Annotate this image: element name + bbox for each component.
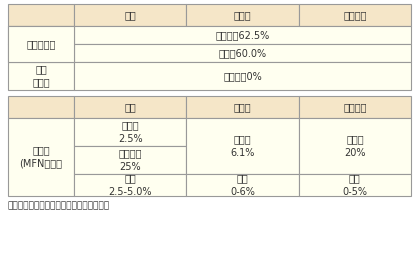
Bar [186,174,299,196]
Text: メキシコ: メキシコ [343,10,367,20]
Text: 部品
0-5%: 部品 0-5% [342,173,367,197]
Text: 部品　60.0%: 部品 60.0% [218,48,266,58]
Bar [8,96,74,118]
Text: 原産地規則: 原産地規則 [26,39,56,49]
Bar [8,26,74,62]
Bar [8,4,74,26]
Bar [8,44,74,62]
Bar [74,62,411,90]
Text: 資料：各種資料を参考に経済産業省作成。: 資料：各種資料を参考に経済産業省作成。 [8,201,110,210]
Text: トラック
25%: トラック 25% [119,149,142,171]
Text: 部品
0-6%: 部品 0-6% [230,173,255,197]
Bar [186,96,299,118]
Text: 完成車
6.1%: 完成車 6.1% [230,134,255,158]
Bar [74,44,411,62]
Bar [299,4,411,26]
Bar [74,4,186,26]
Text: 完成車　62.5%: 完成車 62.5% [215,30,270,40]
Text: 最恵国
(MFN）税率: 最恵国 (MFN）税率 [19,145,62,169]
Text: カナダ: カナダ [234,102,252,112]
Bar [74,118,186,146]
Bar [8,62,74,90]
Bar [186,118,299,174]
Bar [299,174,411,196]
Bar [74,146,186,174]
Text: カナダ: カナダ [234,10,252,20]
Text: メキシコ: メキシコ [343,102,367,112]
Bar [74,26,411,44]
Text: 乗用車
2.5%: 乗用車 2.5% [118,120,142,144]
Bar [74,96,186,118]
Text: 完成車
20%: 完成車 20% [344,134,366,158]
Bar [8,26,74,44]
Text: 部品
2.5-5.0%: 部品 2.5-5.0% [109,173,152,197]
Bar [299,118,411,174]
Text: 関税率　0%: 関税率 0% [223,71,262,81]
Bar [74,174,186,196]
Bar [299,96,411,118]
Text: 米国: 米国 [124,10,136,20]
Bar [186,4,299,26]
Bar [8,118,74,196]
Text: 米国: 米国 [124,102,136,112]
Text: 域内
関税率: 域内 関税率 [32,64,50,88]
